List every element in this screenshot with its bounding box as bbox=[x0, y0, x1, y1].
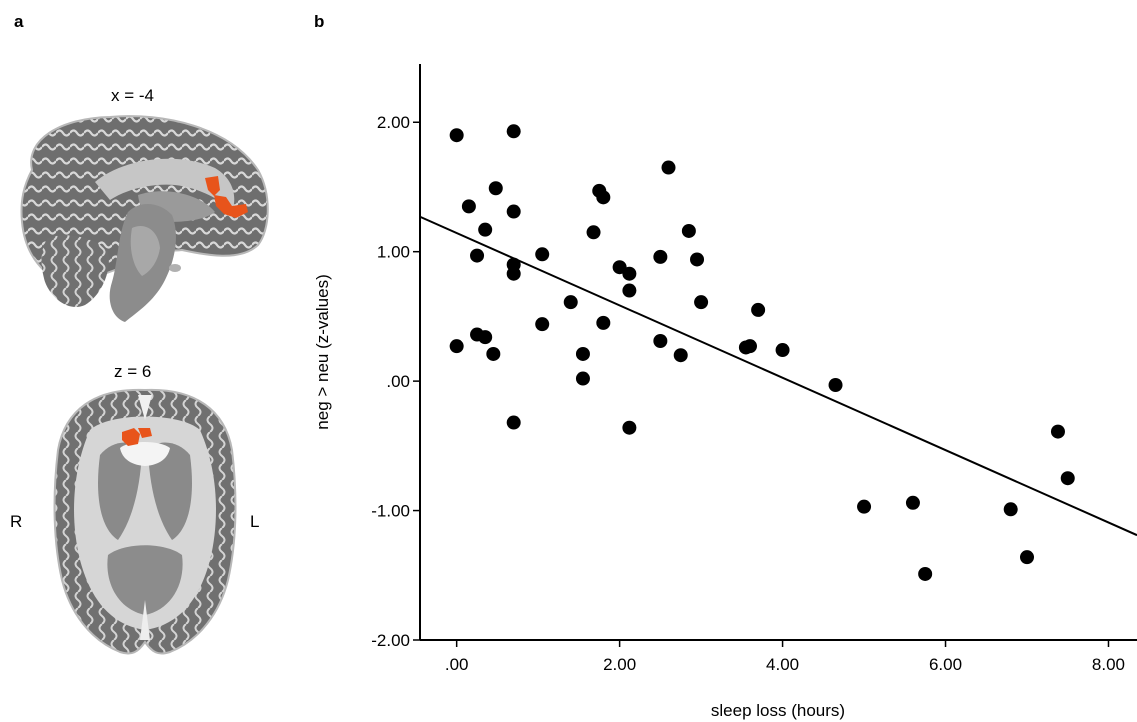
data-point bbox=[905, 495, 920, 510]
data-point bbox=[575, 346, 590, 361]
data-point bbox=[1003, 502, 1018, 517]
x-tick-label: 6.00 bbox=[929, 655, 962, 674]
data-point bbox=[506, 124, 521, 139]
data-point bbox=[653, 249, 668, 264]
data-point bbox=[1020, 550, 1035, 565]
data-point bbox=[506, 204, 521, 219]
left-hemisphere-label: L bbox=[250, 512, 260, 531]
axial-brain-slice bbox=[53, 388, 237, 655]
x-tick-label: 2.00 bbox=[603, 655, 636, 674]
y-tick-label: 2.00 bbox=[377, 113, 410, 132]
data-point bbox=[857, 499, 872, 514]
data-point bbox=[470, 248, 485, 263]
sagittal-brain-slice bbox=[20, 115, 269, 322]
data-point bbox=[449, 339, 464, 354]
panel-b-letter: b bbox=[314, 12, 325, 31]
right-hemisphere-label: R bbox=[10, 512, 23, 531]
y-tick-label: -1.00 bbox=[371, 502, 410, 521]
data-point bbox=[586, 225, 601, 240]
data-point bbox=[673, 348, 688, 363]
data-point bbox=[506, 266, 521, 281]
x-axis-title: sleep loss (hours) bbox=[711, 701, 845, 720]
data-point bbox=[596, 315, 611, 330]
data-point bbox=[622, 266, 637, 281]
regression-line bbox=[419, 215, 1137, 537]
sagittal-activation-cluster bbox=[205, 176, 248, 218]
data-point bbox=[751, 302, 766, 317]
data-point bbox=[1050, 424, 1065, 439]
data-point bbox=[575, 371, 590, 386]
y-tick-label: -2.00 bbox=[371, 631, 410, 650]
axial-slice-label: z = 6 bbox=[114, 362, 152, 381]
data-point bbox=[1060, 471, 1075, 486]
y-tick-label: 1.00 bbox=[377, 243, 410, 262]
brain-images bbox=[20, 115, 269, 655]
data-point bbox=[563, 295, 578, 310]
data-point bbox=[535, 317, 550, 332]
panel-a-letter: a bbox=[14, 12, 24, 31]
data-point bbox=[681, 223, 696, 238]
data-point bbox=[486, 346, 501, 361]
data-point bbox=[478, 222, 493, 237]
data-point bbox=[690, 252, 705, 267]
x-tick-label: .00 bbox=[445, 655, 469, 674]
data-point bbox=[596, 190, 611, 205]
x-tick-label: 4.00 bbox=[766, 655, 799, 674]
data-point bbox=[461, 199, 476, 214]
data-point bbox=[535, 247, 550, 262]
data-point bbox=[661, 160, 676, 175]
data-point bbox=[828, 378, 843, 393]
axial-activation-cluster bbox=[122, 428, 152, 446]
y-axis-title: neg > neu (z-values) bbox=[313, 274, 332, 429]
data-point bbox=[506, 415, 521, 430]
data-point bbox=[918, 566, 933, 581]
sagittal-slice-label: x = -4 bbox=[111, 86, 154, 105]
data-point bbox=[653, 333, 668, 348]
data-point bbox=[449, 128, 464, 143]
x-tick-label: 8.00 bbox=[1092, 655, 1125, 674]
data-point bbox=[488, 181, 503, 196]
data-point bbox=[478, 330, 493, 345]
data-point bbox=[622, 420, 637, 435]
data-point bbox=[694, 295, 709, 310]
y-tick-label: .00 bbox=[386, 372, 410, 391]
data-point bbox=[622, 283, 637, 298]
data-point bbox=[742, 339, 757, 354]
data-point bbox=[775, 343, 790, 358]
